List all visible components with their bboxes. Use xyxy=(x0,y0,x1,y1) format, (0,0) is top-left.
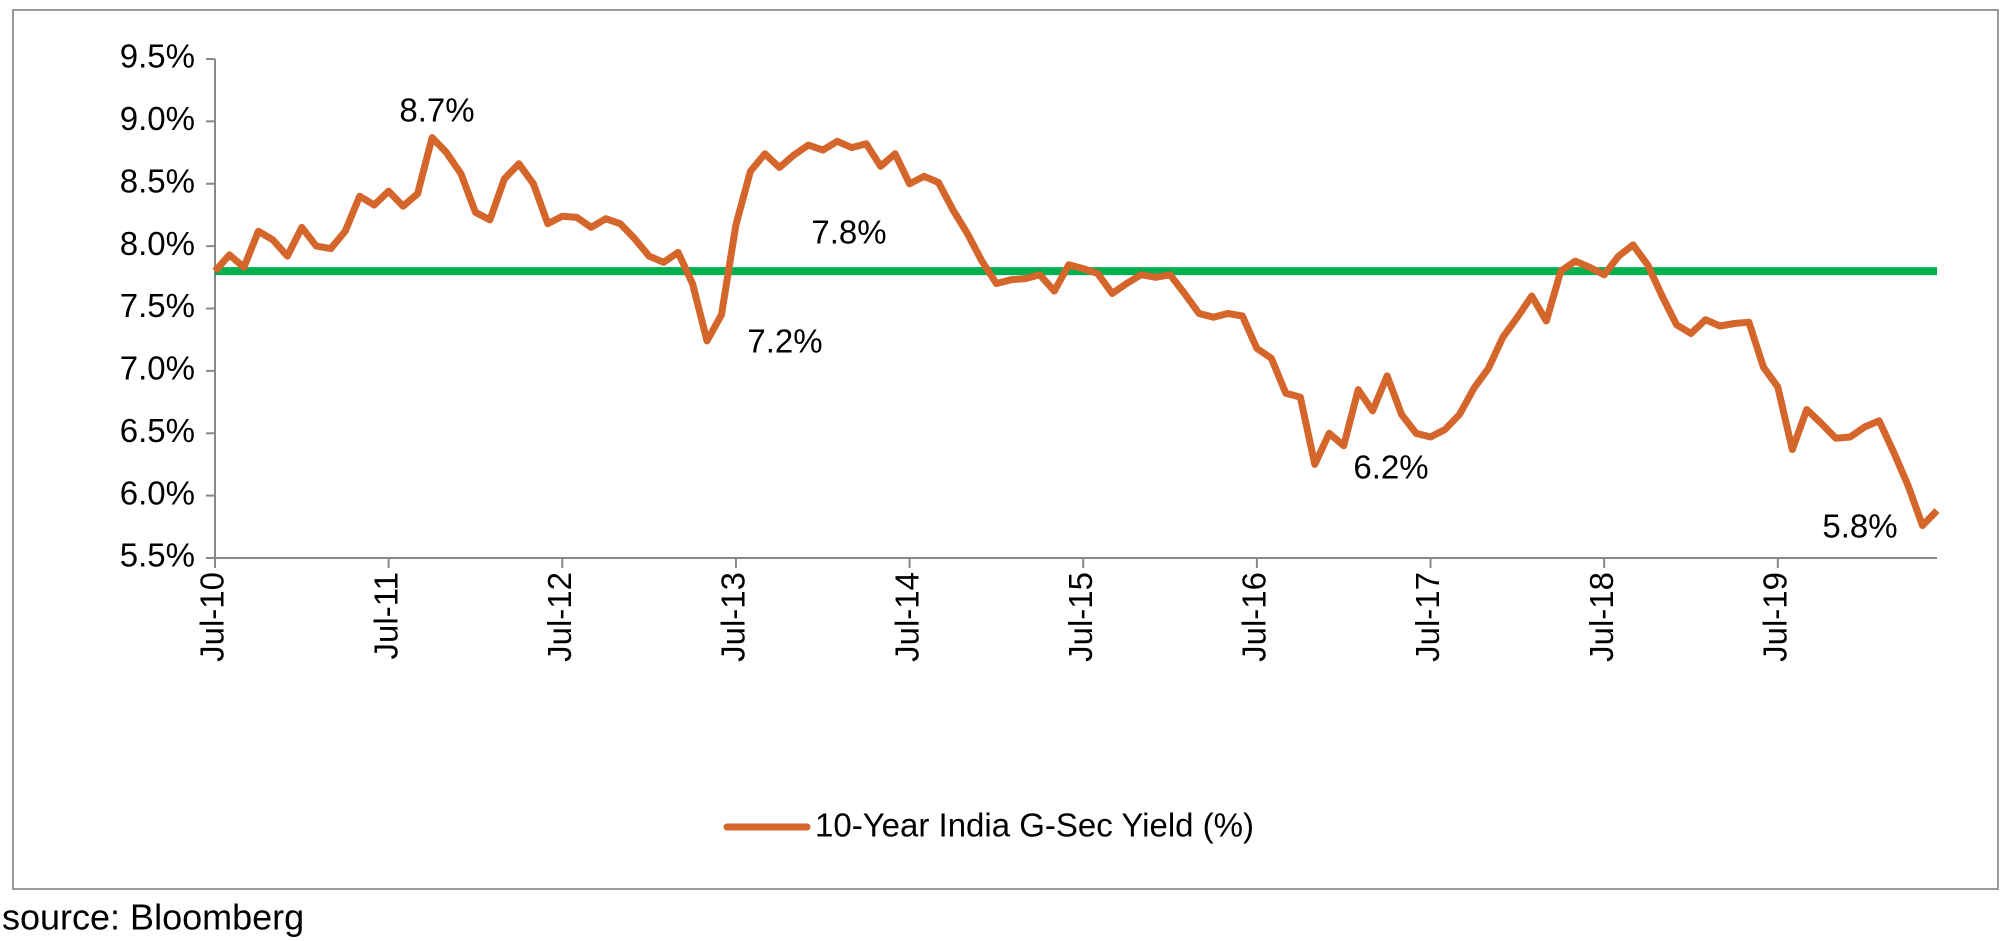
x-tick-label: Jul-16 xyxy=(1236,572,1273,662)
annotation: 7.2% xyxy=(747,323,822,360)
y-tick-label: 6.5% xyxy=(120,412,195,449)
y-tick-label: 8.5% xyxy=(120,162,195,199)
x-tick-label: Jul-12 xyxy=(541,572,578,662)
legend-label: 10-Year India G-Sec Yield (%) xyxy=(815,807,1254,844)
y-tick-label: 8.0% xyxy=(120,225,195,262)
y-tick-label: 9.5% xyxy=(120,38,195,75)
annotation: 6.2% xyxy=(1353,449,1428,486)
series-line xyxy=(212,134,1940,530)
x-tick-label: Jul-19 xyxy=(1757,572,1794,662)
reference-label: 7.8% xyxy=(811,214,886,251)
x-tick-label: Jul-11 xyxy=(367,572,404,659)
y-tick-label: 9.0% xyxy=(120,100,195,137)
annotation: 8.7% xyxy=(399,92,474,129)
annotation: 5.8% xyxy=(1822,508,1897,545)
x-tick-label: Jul-17 xyxy=(1409,572,1446,662)
chart-frame xyxy=(12,9,1999,890)
x-tick-label: Jul-13 xyxy=(715,572,752,662)
x-tick-label: Jul-10 xyxy=(194,572,231,662)
x-tick-label: Jul-15 xyxy=(1062,572,1099,662)
y-tick-label: 7.5% xyxy=(120,287,195,324)
y-tick-label: 7.0% xyxy=(120,350,195,387)
y-tick-label: 5.5% xyxy=(120,537,195,574)
y-tick-label: 6.0% xyxy=(120,474,195,511)
x-tick-label: Jul-14 xyxy=(888,572,925,662)
x-tick-label: Jul-18 xyxy=(1583,572,1620,662)
source-note: source: Bloomberg xyxy=(2,897,304,938)
